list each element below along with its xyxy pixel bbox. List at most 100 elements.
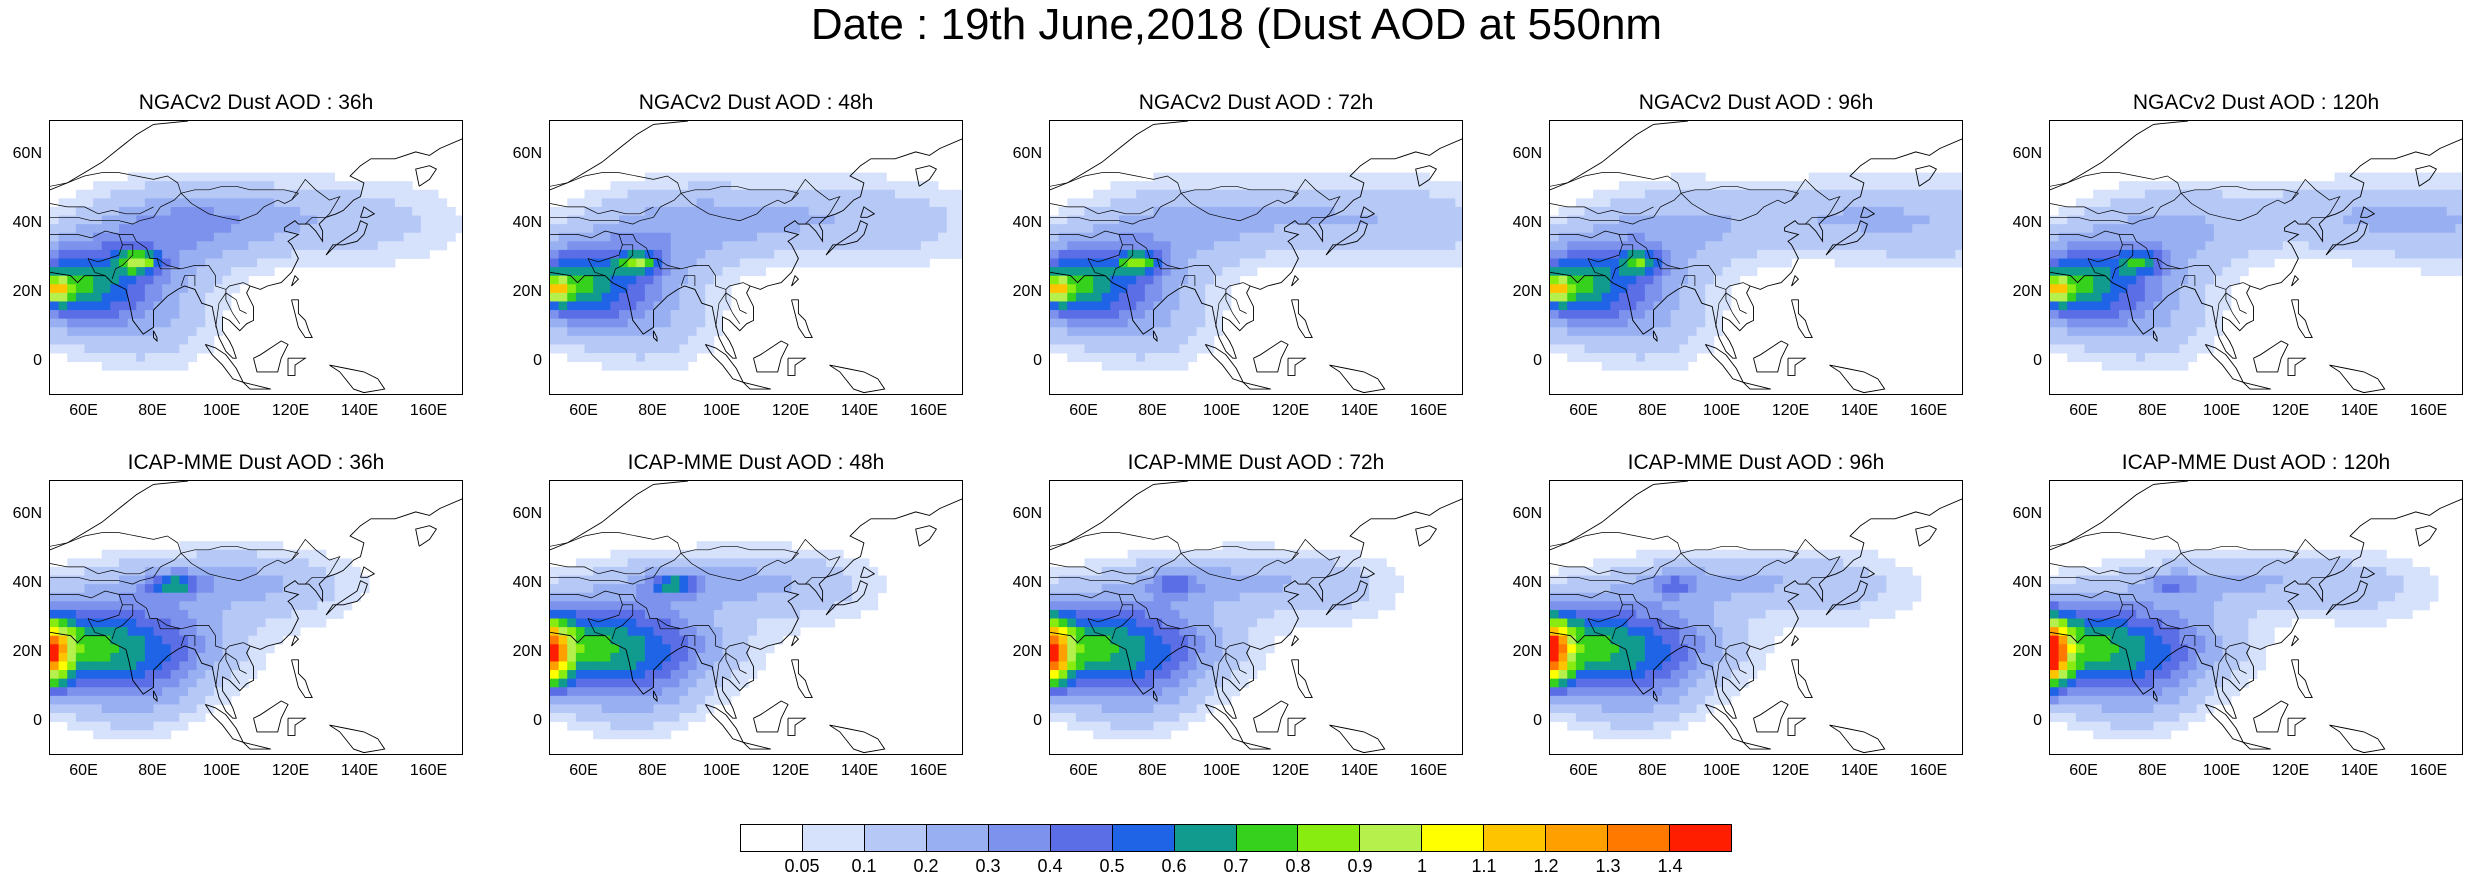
aod-cell bbox=[2050, 344, 2059, 353]
aod-cell bbox=[179, 284, 188, 293]
aod-cell bbox=[869, 181, 878, 190]
aod-cell bbox=[757, 173, 766, 182]
aod-cell bbox=[1395, 259, 1404, 268]
aod-cell bbox=[145, 233, 154, 242]
aod-cell bbox=[266, 567, 275, 576]
aod-cell bbox=[610, 344, 619, 353]
aod-cell bbox=[1662, 327, 1671, 336]
aod-cell bbox=[861, 181, 870, 190]
aod-cell bbox=[1093, 301, 1102, 310]
aod-cell bbox=[645, 730, 654, 739]
aod-cell bbox=[67, 198, 76, 207]
aod-cell bbox=[2361, 198, 2370, 207]
aod-cell bbox=[2102, 353, 2111, 362]
aod-cell bbox=[1223, 259, 1232, 268]
aod-cell bbox=[1067, 259, 1076, 268]
aod-cell bbox=[1326, 250, 1335, 259]
aod-cell bbox=[1404, 224, 1413, 233]
aod-cell bbox=[266, 216, 275, 225]
aod-cell bbox=[869, 250, 878, 259]
aod-cell bbox=[1309, 241, 1318, 250]
aod-cell bbox=[1093, 216, 1102, 225]
aod-cell bbox=[257, 593, 266, 602]
aod-cell bbox=[154, 584, 163, 593]
aod-cell bbox=[1188, 301, 1197, 310]
aod-cell bbox=[1688, 250, 1697, 259]
aod-cell bbox=[2154, 276, 2163, 285]
aod-cell bbox=[2102, 319, 2111, 328]
aod-cell bbox=[593, 687, 602, 696]
aod-cell bbox=[257, 610, 266, 619]
aod-cell bbox=[2128, 362, 2137, 371]
lon-tick-label: 60E bbox=[1554, 402, 1614, 420]
aod-cell bbox=[2326, 181, 2335, 190]
aod-cell bbox=[654, 250, 663, 259]
aod-cell bbox=[2162, 190, 2171, 199]
aod-cell bbox=[947, 190, 956, 199]
aod-cell bbox=[1567, 207, 1576, 216]
aod-cell bbox=[1404, 259, 1413, 268]
aod-cell bbox=[2154, 344, 2163, 353]
aod-cell bbox=[705, 601, 714, 610]
aod-cell bbox=[688, 584, 697, 593]
aod-cell bbox=[1136, 224, 1145, 233]
aod-cell bbox=[2326, 233, 2335, 242]
aod-cell bbox=[912, 259, 921, 268]
aod-cell bbox=[2309, 190, 2318, 199]
aod-cell bbox=[1154, 216, 1163, 225]
aod-cell bbox=[110, 181, 119, 190]
aod-cell bbox=[205, 636, 214, 645]
aod-cell bbox=[602, 696, 611, 705]
aod-cell bbox=[636, 661, 645, 670]
aod-cell bbox=[214, 233, 223, 242]
aod-cell bbox=[1938, 190, 1947, 199]
aod-cell bbox=[188, 713, 197, 722]
aod-cell bbox=[679, 593, 688, 602]
aod-cell bbox=[585, 567, 594, 576]
aod-cell bbox=[1679, 327, 1688, 336]
aod-cell bbox=[2205, 198, 2214, 207]
aod-cell bbox=[110, 327, 119, 336]
aod-cell bbox=[723, 593, 732, 602]
aod-cell bbox=[1662, 190, 1671, 199]
aod-cell bbox=[766, 636, 775, 645]
aod-cell bbox=[800, 601, 809, 610]
aod-cell bbox=[2110, 224, 2119, 233]
aod-cell bbox=[110, 713, 119, 722]
aod-cell bbox=[154, 704, 163, 713]
aod-cell bbox=[740, 627, 749, 636]
aod-cell bbox=[636, 558, 645, 567]
aod-cell bbox=[1757, 241, 1766, 250]
aod-cell bbox=[645, 173, 654, 182]
aod-cell bbox=[2421, 216, 2430, 225]
aod-cell bbox=[636, 722, 645, 731]
aod-cell bbox=[154, 259, 163, 268]
aod-cell bbox=[2223, 267, 2232, 276]
aod-cell bbox=[2162, 353, 2171, 362]
aod-cell bbox=[2369, 241, 2378, 250]
aod-cell bbox=[2119, 198, 2128, 207]
aod-cell bbox=[145, 661, 154, 670]
aod-cell bbox=[705, 259, 714, 268]
aod-cell bbox=[1154, 207, 1163, 216]
aod-cell bbox=[266, 576, 275, 585]
aod-cell bbox=[188, 636, 197, 645]
aod-cell bbox=[1567, 293, 1576, 302]
aod-cell bbox=[1602, 336, 1611, 345]
aod-cell bbox=[861, 173, 870, 182]
coastline bbox=[2254, 341, 2289, 372]
aod-cell bbox=[792, 224, 801, 233]
aod-cell bbox=[1679, 336, 1688, 345]
aod-cell bbox=[1645, 216, 1654, 225]
aod-cell bbox=[697, 319, 706, 328]
aod-cell bbox=[731, 619, 740, 628]
aod-cell bbox=[421, 216, 430, 225]
aod-cell bbox=[1619, 216, 1628, 225]
aod-cell bbox=[110, 319, 119, 328]
aod-cell bbox=[662, 584, 671, 593]
aod-cell bbox=[2326, 224, 2335, 233]
aod-cell bbox=[309, 601, 318, 610]
aod-cell bbox=[748, 250, 757, 259]
aod-cell bbox=[602, 653, 611, 662]
